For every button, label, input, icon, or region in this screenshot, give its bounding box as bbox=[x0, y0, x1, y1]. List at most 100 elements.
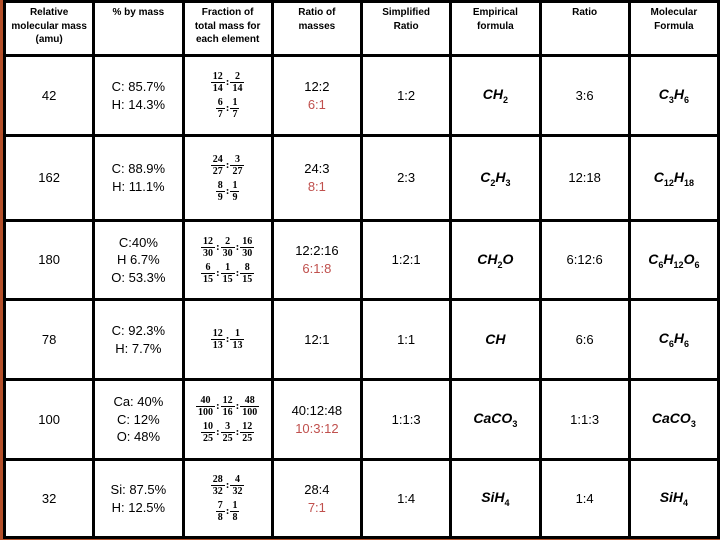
column-header-ratio-of-masses: Ratio of masses bbox=[270, 0, 364, 57]
fraction-numerator: 1 bbox=[230, 328, 245, 340]
fraction-denominator: 30 bbox=[242, 247, 253, 259]
molecular-formula-cell: C6H12O6 bbox=[627, 219, 720, 301]
fraction-numerator: 12 bbox=[200, 235, 215, 248]
fraction: 6 15 bbox=[200, 262, 215, 285]
molecular-formula: C6H6 bbox=[658, 330, 690, 349]
formula-subscript: 3 bbox=[505, 177, 511, 188]
fraction-denominator: 25 bbox=[222, 433, 233, 444]
formula-subscript: 6 bbox=[684, 338, 690, 349]
percent-by-mass-cell: C: 88.9% H: 11.1% bbox=[92, 134, 185, 222]
fraction-group: 28 32:4 32 bbox=[187, 474, 269, 497]
ratio-of-masses-cell: 12:1 bbox=[270, 298, 364, 381]
formula-text: O bbox=[683, 250, 695, 267]
fraction-numerator: 12 bbox=[210, 71, 225, 83]
molecular-formula-cell: SiH4 bbox=[627, 458, 720, 539]
percent-by-mass-cell: Si: 87.5% H: 12.5% bbox=[92, 458, 185, 539]
formula-subscript: 4 bbox=[504, 497, 510, 508]
fraction: 2 30 bbox=[220, 236, 235, 259]
fraction-numerator: 7 bbox=[215, 500, 225, 512]
fraction-cell: 40 100:12 16:48 100 10 25:3 25:12 25 bbox=[181, 378, 274, 461]
column-header-empirical-formula: Empirical formula bbox=[449, 0, 542, 57]
fraction-group: 40 100:12 16:48 100 bbox=[187, 395, 269, 418]
mass-ratio-reduced: 6:1:8 bbox=[302, 261, 332, 276]
table-body: 42 C: 85.7% H: 14.3% 12 14:2 14 6 7:1 7 12:2 6:1 1:… bbox=[2, 54, 720, 539]
fraction: 8 15 bbox=[240, 262, 255, 285]
fraction: 1 15 bbox=[220, 262, 235, 285]
formula-text: C bbox=[658, 330, 669, 347]
formula-subscript: 2 bbox=[490, 177, 496, 188]
empirical-formula-cell: CH bbox=[449, 298, 542, 381]
table-row: 32 Si: 87.5% H: 12.5% 28 32:4 32 7 8:1 8 28:4 7:1 1… bbox=[2, 458, 720, 539]
formula-text: O bbox=[502, 250, 514, 267]
formula-subscript: 6 bbox=[694, 259, 700, 270]
fraction-numerator: 1 bbox=[230, 179, 240, 192]
fraction: 2 14 bbox=[230, 71, 245, 94]
fraction-numerator: 48 bbox=[240, 395, 260, 407]
column-header-fraction: Fraction of total mass for each element bbox=[181, 0, 274, 57]
percent-line: H: 7.7% bbox=[115, 340, 162, 356]
fraction-denominator: 14 bbox=[232, 83, 243, 94]
formula-text: CaCO bbox=[651, 410, 691, 427]
molecular-formula: CaCO3 bbox=[651, 410, 696, 429]
ratio-of-masses-cell: 12:2 6:1 bbox=[270, 54, 364, 137]
simplified-ratio-cell: 2:3 bbox=[359, 134, 453, 222]
column-header-rmm: Relative molecular mass (amu) bbox=[2, 0, 96, 57]
formula-text: H bbox=[663, 250, 674, 267]
mass-ratio-reduced: 6:1 bbox=[307, 96, 326, 112]
fraction-separator: : bbox=[235, 426, 240, 439]
fraction-cell: 24 27:3 27 8 9:1 9 bbox=[181, 134, 274, 222]
fraction-separator: : bbox=[225, 505, 230, 518]
formula-subscript: 3 bbox=[668, 94, 674, 105]
fraction-numerator: 2 bbox=[230, 71, 245, 83]
formula-subscript: 12 bbox=[673, 259, 684, 270]
percent-line: H: 11.1% bbox=[112, 179, 165, 194]
fraction: 48 100 bbox=[240, 395, 260, 418]
empirical-formula-cell: SiH4 bbox=[449, 458, 542, 539]
fraction-separator: : bbox=[215, 240, 220, 253]
fraction-denominator: 14 bbox=[212, 83, 223, 94]
ratio-of-masses-cell: 24:3 8:1 bbox=[270, 134, 364, 222]
fraction-denominator: 100 bbox=[242, 407, 258, 418]
column-header-ratio: Ratio bbox=[538, 0, 631, 57]
fraction-cell: 28 32:4 32 7 8:1 8 bbox=[181, 458, 274, 539]
fraction-numerator: 1 bbox=[230, 500, 240, 512]
simplified-ratio-cell: 1:1:3 bbox=[359, 378, 453, 461]
percent-line: C: 92.3% bbox=[111, 322, 166, 338]
molecular-formula-cell: CaCO3 bbox=[627, 378, 720, 461]
empirical-formula: CaCO3 bbox=[473, 410, 518, 429]
fraction-denominator: 100 bbox=[197, 407, 213, 418]
formula-subscript: 18 bbox=[684, 177, 695, 188]
formula-subscript: 3 bbox=[512, 418, 518, 429]
formula-text: C bbox=[480, 168, 491, 185]
simplified-ratio-cell: 1:1 bbox=[359, 298, 453, 381]
fraction-denominator: 9 bbox=[232, 191, 238, 203]
formula-text: H bbox=[673, 330, 684, 347]
fraction-separator: : bbox=[235, 240, 240, 253]
formula-subscript: 6 bbox=[684, 94, 690, 105]
fraction-separator: : bbox=[215, 266, 220, 279]
fraction-denominator: 15 bbox=[222, 273, 233, 285]
ratio-cell: 12:18 bbox=[538, 134, 631, 222]
table-row: 42 C: 85.7% H: 14.3% 12 14:2 14 6 7:1 7 12:2 6:1 1:… bbox=[2, 54, 720, 137]
fraction-numerator: 6 bbox=[200, 262, 215, 274]
mass-ratio-primary: 28:4 bbox=[304, 481, 330, 497]
fraction-denominator: 13 bbox=[212, 340, 223, 351]
fraction-numerator: 1 bbox=[230, 97, 240, 109]
empirical-formula-cell: CH2O bbox=[449, 219, 542, 301]
empirical-formula-cell: C2H3 bbox=[449, 134, 542, 222]
percent-line: H 6.7% bbox=[117, 252, 160, 268]
molecular-formula-cell: C6H6 bbox=[627, 298, 720, 381]
fraction-numerator: 8 bbox=[240, 262, 255, 274]
fraction-denominator: 8 bbox=[232, 512, 238, 523]
mass-ratio-reduced: 10:3:12 bbox=[295, 420, 339, 436]
fraction: 40 100 bbox=[195, 395, 215, 418]
fraction: 12 14 bbox=[210, 71, 225, 94]
formula-text: CH bbox=[477, 250, 498, 267]
mass-ratio-reduced: 7:1 bbox=[307, 499, 326, 515]
simplified-ratio-cell: 1:4 bbox=[359, 458, 453, 539]
